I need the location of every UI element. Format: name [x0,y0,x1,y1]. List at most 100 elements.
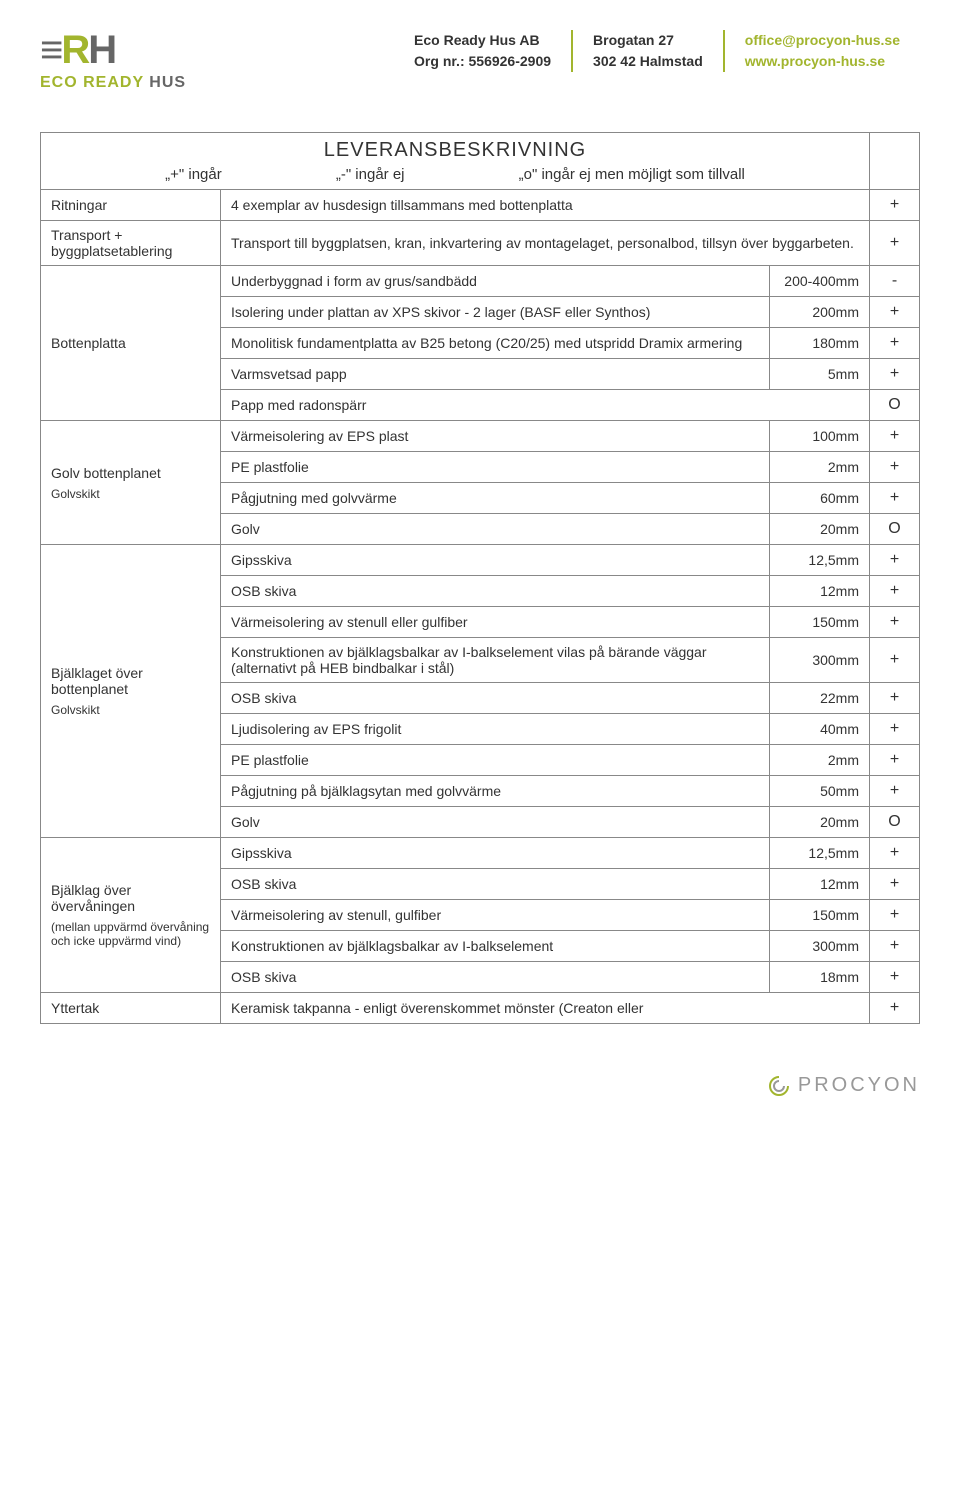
row-symbol: + [870,221,920,266]
row-dimension: 20mm [770,514,870,545]
row-dimension: 2mm [770,452,870,483]
section-label-text: Bjälklag över övervåningen [51,882,210,914]
row-dimension: 300mm [770,931,870,962]
row-symbol: + [870,745,920,776]
footer-logo: PROCYON [768,1074,920,1097]
row-symbol: + [870,683,920,714]
row-description: OSB skiva [221,576,770,607]
row-description: Konstruktionen av bjälklagsbalkar av I-b… [221,931,770,962]
row-symbol: + [870,452,920,483]
row-symbol: + [870,328,920,359]
row-description: Gipsskiva [221,545,770,576]
row-dimension: 12,5mm [770,838,870,869]
header-contact: Eco Ready Hus AB Org nr.: 556926-2909 Br… [394,30,920,72]
row-symbol: O [870,514,920,545]
logo-text: ECO READY HUS [40,74,186,92]
street: Brogatan 27 [593,30,703,51]
row-description: PE plastfolie [221,452,770,483]
row-symbol: + [870,900,920,931]
header-col-company: Eco Ready Hus AB Org nr.: 556926-2909 [394,30,571,72]
section-label: Bjälklaget över bottenplanet Golvskikt [41,545,221,838]
row-symbol: + [870,483,920,514]
row-description: Konstruktionen av bjälklagsbalkar av I-b… [221,638,770,683]
row-dimension: 150mm [770,607,870,638]
footer-brand: PROCYON [798,1074,920,1097]
row-dimension: 60mm [770,483,870,514]
table-row: YttertakKeramisk takpanna - enligt övere… [41,993,920,1024]
row-description: Underbyggnad i form av grus/sandbädd [221,266,770,297]
section-label: Golv bottenplanetGolvskikt [41,421,221,545]
row-description: Golv [221,514,770,545]
table-row: Bjälklag över övervåningen(mellan uppvär… [41,838,920,869]
row-symbol: + [870,576,920,607]
row-description: Pågjutning med golvvärme [221,483,770,514]
company-name: Eco Ready Hus AB [414,30,551,51]
row-dimension: 12mm [770,869,870,900]
row-symbol: + [870,297,920,328]
section-label-text: Golv bottenplanet [51,465,210,481]
table-row: Transport + byggplatsetableringTransport… [41,221,920,266]
legend-o: „o" ingår ej men möjligt som tillvall [519,166,745,183]
row-symbol: + [870,993,920,1024]
section-label-text: Yttertak [51,1000,210,1016]
row-symbol: + [870,776,920,807]
section-label-text: Transport + byggplatsetablering [51,227,210,259]
row-dimension: 100mm [770,421,870,452]
spec-table: LEVERANSBESKRIVNING „+" ingår „-" ingår … [40,132,920,1024]
row-description: Pågjutning på bjälklagsytan med golvvärm… [221,776,770,807]
row-description: Värmeisolering av stenull eller gulfiber [221,607,770,638]
row-description: OSB skiva [221,683,770,714]
page-header: ≡RH ECO READY HUS Eco Ready Hus AB Org n… [40,30,920,92]
row-description: Varmsvetsad papp [221,359,770,390]
row-symbol: + [870,714,920,745]
row-symbol: + [870,607,920,638]
row-symbol: + [870,869,920,900]
email-link[interactable]: office@procyon-hus.se [745,32,900,48]
row-description: Monolitisk fundamentplatta av B25 betong… [221,328,770,359]
logo: ≡RH ECO READY HUS [40,30,186,92]
doc-title: LEVERANSBESKRIVNING [51,139,859,162]
row-dimension: 18mm [770,962,870,993]
table-row: BottenplattaUnderbyggnad i form av grus/… [41,266,920,297]
table-row: Bjälklaget över bottenplanetGolvskiktGip… [41,545,920,576]
row-description: Gipsskiva [221,838,770,869]
row-description: Ljudisolering av EPS frigolit [221,714,770,745]
row-symbol: + [870,421,920,452]
row-dimension: 300mm [770,638,870,683]
row-dimension: 12mm [770,576,870,607]
legend-plus: „+" ingår [165,166,222,183]
row-dimension: 5mm [770,359,870,390]
row-symbol: + [870,190,920,221]
section-label: Bottenplatta [41,266,221,421]
section-label-text: Ritningar [51,197,210,213]
row-description: OSB skiva [221,962,770,993]
row-dimension: 20mm [770,807,870,838]
row-symbol: + [870,962,920,993]
swirl-icon [768,1075,790,1097]
row-description: OSB skiva [221,869,770,900]
row-symbol: + [870,838,920,869]
row-description: Värmeisolering av stenull, gulfiber [221,900,770,931]
title-row: LEVERANSBESKRIVNING „+" ingår „-" ingår … [41,133,920,190]
row-dimension: 12,5mm [770,545,870,576]
section-label-text: Bjälklaget över bottenplanet [51,665,210,697]
row-dimension: 40mm [770,714,870,745]
header-col-web: office@procyon-hus.se www.procyon-hus.se [723,30,920,72]
row-symbol: + [870,545,920,576]
row-symbol: + [870,359,920,390]
web-link[interactable]: www.procyon-hus.se [745,53,885,69]
logo-mark: ≡RH [40,30,115,70]
row-symbol: O [870,390,920,421]
row-dimension: 180mm [770,328,870,359]
row-dimension: 200mm [770,297,870,328]
section-sublabel-text: (mellan uppvärmd övervåning och icke upp… [51,920,210,948]
row-description: Isolering under plattan av XPS skivor - … [221,297,770,328]
table-row: Golv bottenplanetGolvskiktVärmeisolering… [41,421,920,452]
company-orgnr: Org nr.: 556926-2909 [414,51,551,72]
table-row: Ritningar4 exemplar av husdesign tillsam… [41,190,920,221]
legend: „+" ingår „-" ingår ej „o" ingår ej men … [51,166,859,183]
section-sublabel-text: Golvskikt [51,703,210,717]
page-footer: PROCYON [0,1054,960,1127]
section-label: Yttertak [41,993,221,1024]
section-label: Bjälklag över övervåningen (mellan uppvär… [41,838,221,993]
